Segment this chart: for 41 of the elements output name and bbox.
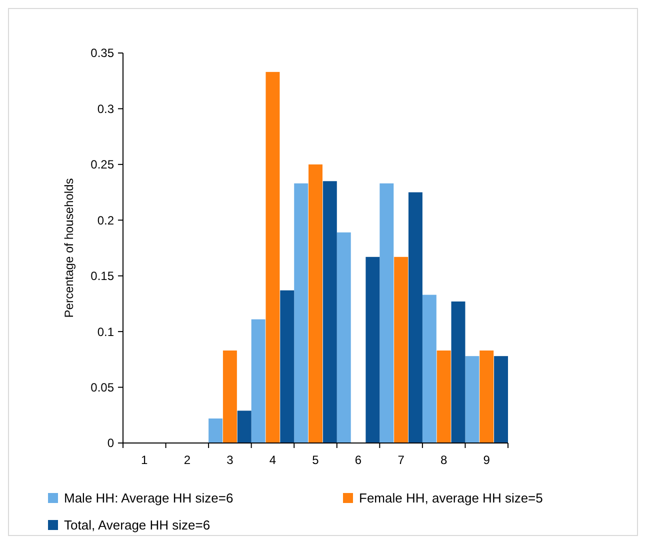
- legend-label: Male HH: Average HH size=6: [64, 490, 234, 506]
- x-tick-label: 3: [226, 453, 234, 467]
- y-tick-label: 0.2: [97, 213, 114, 228]
- bar: [366, 256, 380, 443]
- bar: [408, 192, 422, 443]
- y-tick-label: 0: [107, 436, 114, 450]
- bar: [251, 319, 266, 443]
- x-tick-label: 6: [354, 453, 362, 467]
- bar: [308, 164, 322, 443]
- x-tick-label: 9: [483, 453, 490, 467]
- y-tick-label: 0.05: [90, 380, 114, 394]
- bar: [222, 350, 237, 443]
- bar: [422, 294, 436, 443]
- bar: [494, 356, 508, 443]
- x-tick-label: 2: [184, 453, 191, 467]
- bar: [436, 350, 451, 443]
- bar: [322, 181, 337, 443]
- y-tick-label: 0.25: [90, 158, 114, 172]
- x-tick-label: 4: [269, 453, 276, 467]
- bar: [336, 232, 351, 443]
- bar: [208, 418, 223, 443]
- x-tick-label: 7: [398, 453, 405, 467]
- y-tick-label: 0.35: [90, 46, 114, 60]
- bar: [465, 356, 480, 443]
- y-axis-title: Percentage of households: [62, 178, 76, 318]
- legend-label: Total, Average HH size=6: [64, 518, 210, 533]
- bar: [394, 256, 408, 443]
- legend-label: Female HH, average HH size=5: [359, 490, 543, 506]
- bar: [380, 183, 394, 443]
- x-tick-label: 1: [141, 453, 148, 467]
- y-tick-label: 0.1: [97, 324, 114, 339]
- x-tick-label: 8: [440, 453, 448, 467]
- x-tick-label: 5: [312, 453, 320, 467]
- bar: [237, 410, 252, 443]
- bar: [294, 183, 308, 443]
- y-tick-label: 0.15: [90, 269, 114, 284]
- y-tick-label: 0.3: [97, 102, 114, 116]
- bar: [451, 301, 466, 443]
- bar: [280, 290, 294, 443]
- bar: [480, 350, 494, 443]
- bar: [266, 72, 280, 443]
